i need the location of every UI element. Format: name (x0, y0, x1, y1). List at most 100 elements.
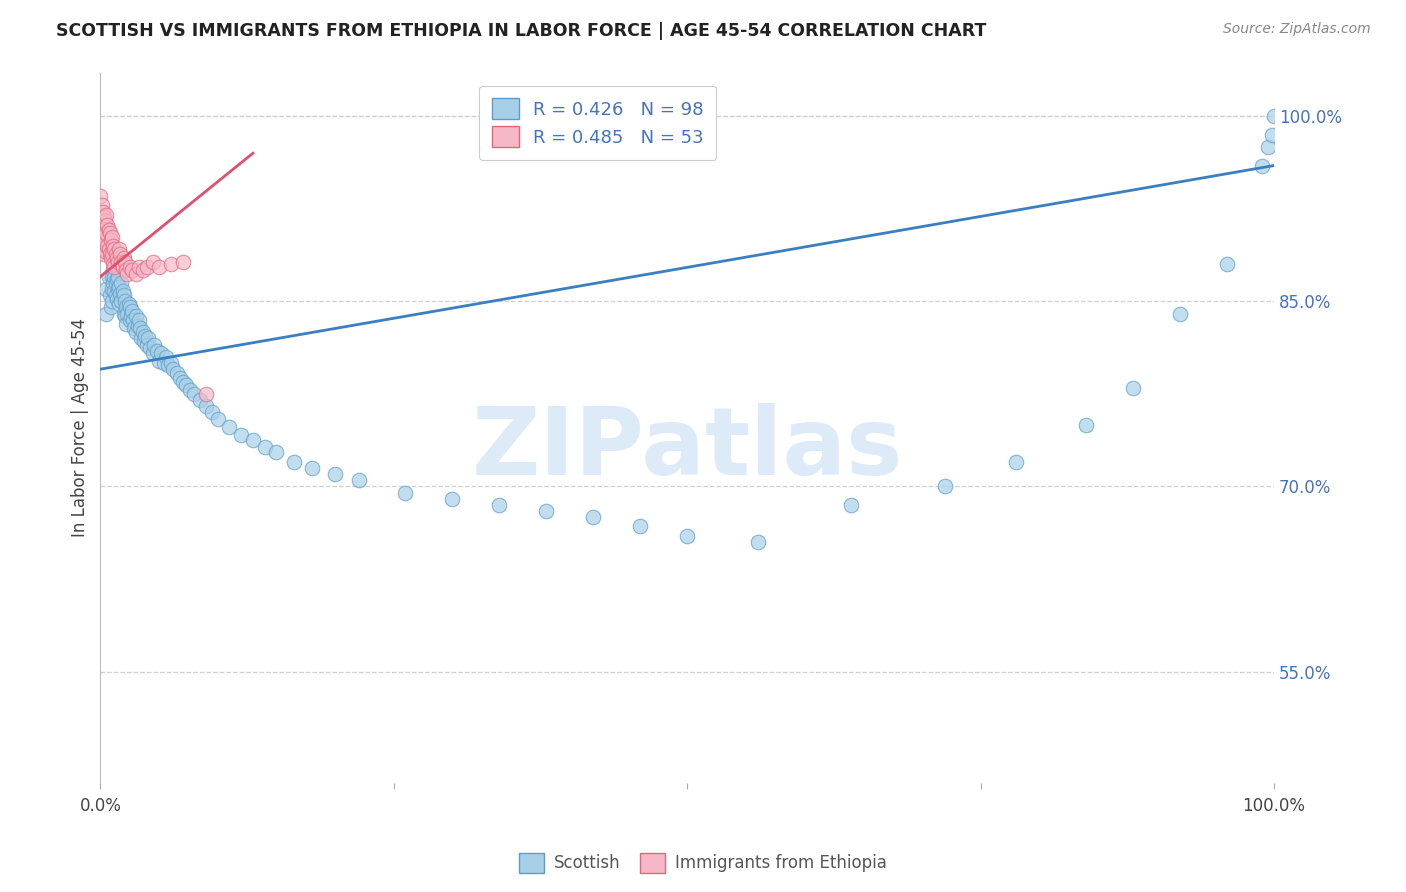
Point (1168, 307, 1191, 321)
Y-axis label: In Labor Force | Age 45-54: In Labor Force | Age 45-54 (72, 318, 89, 537)
Point (172, 375, 194, 389)
Point (159, 257, 181, 271)
Point (628, 519, 651, 533)
Point (127, 318, 149, 333)
Point (934, 479, 956, 493)
Point (155, 350, 177, 364)
Point (96, 227, 118, 241)
Point (194, 387, 217, 401)
Point (188, 392, 211, 407)
Point (128, 313, 150, 327)
Point (128, 260, 150, 274)
Point (91, 223, 114, 237)
Point (101, 230, 124, 244)
Point (124, 267, 146, 281)
Point (1216, 257, 1239, 271)
Point (169, 371, 191, 385)
Point (676, 529, 699, 543)
Text: Source: ZipAtlas.com: Source: ZipAtlas.com (1223, 22, 1371, 37)
Point (96, 307, 118, 321)
Point (172, 255, 194, 269)
Point (143, 337, 166, 351)
Point (122, 313, 145, 327)
Point (131, 263, 153, 277)
Point (89, 189, 111, 203)
Point (132, 334, 155, 348)
Point (105, 272, 128, 286)
Point (91, 243, 114, 257)
Point (101, 269, 124, 284)
Point (118, 313, 141, 327)
Point (100, 233, 122, 247)
Point (100, 301, 122, 315)
Point (98, 227, 121, 241)
Point (129, 321, 152, 335)
Point (142, 255, 165, 269)
Point (194, 399, 217, 413)
Point (101, 282, 124, 296)
Point (96, 244, 118, 259)
Legend: Scottish, Immigrants from Ethiopia: Scottish, Immigrants from Ethiopia (512, 847, 894, 880)
Point (100, 251, 122, 265)
Point (114, 309, 136, 323)
Point (110, 286, 132, 301)
Point (103, 243, 125, 257)
Point (183, 387, 205, 401)
Point (207, 411, 229, 425)
Point (112, 288, 135, 302)
Point (90, 214, 112, 228)
Point (124, 309, 146, 323)
Point (1004, 455, 1026, 469)
Point (93, 227, 115, 241)
Point (488, 498, 510, 512)
Point (201, 405, 224, 419)
Point (91, 205, 114, 219)
Point (110, 255, 132, 269)
Point (120, 309, 142, 323)
Point (97, 243, 120, 257)
Point (94, 214, 117, 228)
Point (142, 346, 165, 360)
Point (394, 485, 416, 500)
Point (101, 247, 124, 261)
Point (108, 279, 131, 293)
Point (242, 433, 264, 447)
Point (157, 359, 180, 373)
Point (118, 260, 141, 274)
Point (115, 263, 138, 277)
Point (111, 260, 134, 274)
Point (124, 325, 146, 339)
Point (747, 535, 769, 549)
Point (112, 251, 135, 265)
Point (117, 267, 139, 281)
Point (1263, 109, 1285, 123)
Point (89, 208, 111, 222)
Point (253, 440, 276, 454)
Point (103, 276, 125, 290)
Point (112, 307, 135, 321)
Point (1122, 381, 1144, 395)
Point (97, 269, 120, 284)
Point (134, 329, 156, 343)
Point (96, 208, 118, 222)
Point (136, 337, 159, 351)
Point (148, 353, 170, 368)
Point (93, 211, 115, 225)
Point (103, 257, 125, 271)
Point (283, 455, 305, 469)
Point (103, 285, 125, 299)
Point (107, 255, 129, 269)
Point (841, 498, 863, 512)
Point (108, 243, 131, 257)
Text: ZIPatlas: ZIPatlas (471, 403, 903, 495)
Point (124, 321, 146, 335)
Point (89, 227, 111, 241)
Point (1260, 128, 1282, 142)
Point (131, 331, 153, 345)
Point (148, 260, 170, 274)
Point (110, 294, 132, 309)
Point (98, 288, 121, 302)
Legend: R = 0.426   N = 98, R = 0.485   N = 53: R = 0.426 N = 98, R = 0.485 N = 53 (479, 86, 717, 160)
Point (96, 282, 118, 296)
Point (115, 301, 138, 315)
